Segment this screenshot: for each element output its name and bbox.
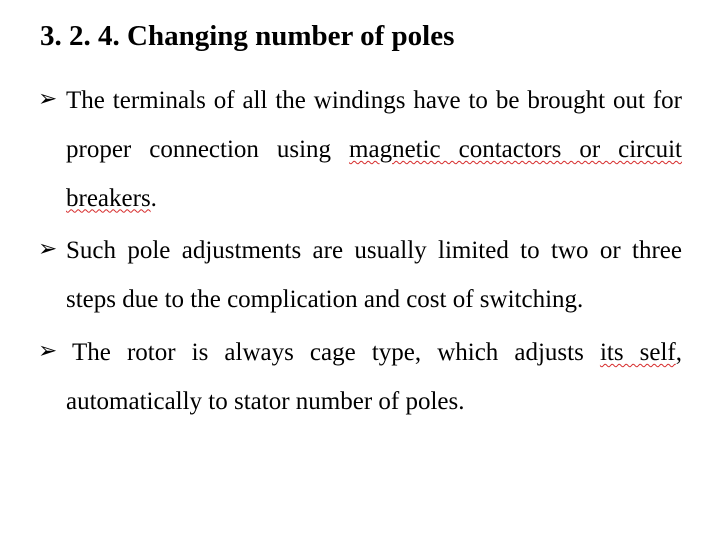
text-run: . bbox=[151, 185, 157, 212]
bullet-text: Such pole adjustments are usually limite… bbox=[66, 237, 682, 313]
bullet-list: The terminals of all the windings have t… bbox=[38, 77, 682, 426]
text-run: Such pole adjustments are usually limite… bbox=[66, 237, 682, 313]
slide-heading: 3. 2. 4. Changing number of poles bbox=[40, 20, 682, 53]
bullet-text: The rotor is always cage type, which adj… bbox=[66, 339, 682, 415]
spelling-error: its self bbox=[600, 339, 676, 366]
bullet-text: The terminals of all the windings have t… bbox=[66, 87, 682, 212]
bullet-item: Such pole adjustments are usually limite… bbox=[38, 227, 682, 325]
bullet-item: The rotor is always cage type, which adj… bbox=[38, 329, 682, 427]
text-run: The rotor is always cage type, which adj… bbox=[72, 339, 600, 366]
bullet-item: The terminals of all the windings have t… bbox=[38, 77, 682, 223]
